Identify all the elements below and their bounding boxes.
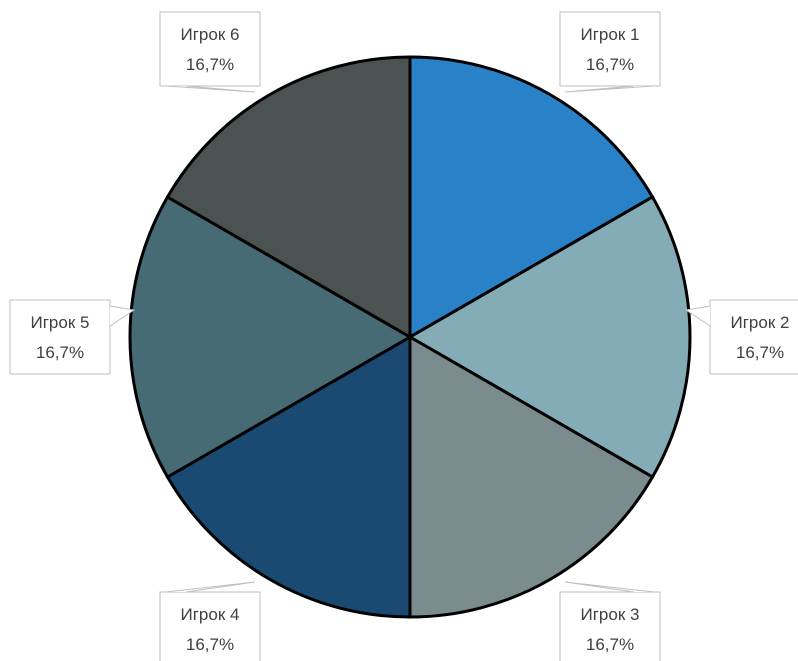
data-label-5: Игрок 5 16,7% (9, 299, 136, 375)
pie-slice-6 (165, 55, 412, 340)
data-label-box (159, 11, 261, 87)
data-label-6: Игрок 6 16,7% (159, 11, 261, 93)
data-label-pointer (109, 305, 136, 327)
pie-slice-2 (407, 194, 692, 480)
pie-slices (128, 55, 692, 619)
data-label-pointer (564, 85, 655, 93)
data-label-value: 16,7% (186, 635, 234, 654)
data-label-category: Игрок 2 (731, 313, 790, 332)
data-label-value: 16,7% (186, 55, 234, 74)
data-label-category: Игрок 5 (31, 313, 90, 332)
data-label-1: Игрок 1 16,7% (559, 11, 661, 93)
data-label-box (9, 299, 111, 375)
data-label-value: 16,7% (36, 343, 84, 362)
data-label-box (559, 11, 661, 87)
data-label-category: Игрок 6 (181, 25, 240, 44)
data-label-box (159, 591, 261, 661)
data-label-pointer (684, 305, 711, 327)
pie-slice-3 (408, 334, 655, 619)
data-label-category: Игрок 1 (581, 25, 640, 44)
data-label-box (709, 299, 798, 375)
pie-slice-4 (165, 334, 412, 619)
data-label-category: Игрок 4 (181, 605, 240, 624)
data-label-box (559, 591, 661, 661)
data-label-2: Игрок 2 16,7% (684, 299, 798, 375)
data-callouts: Игрок 116,7%Игрок 216,7%Игрок 316,7%Игро… (9, 11, 798, 661)
data-label-3: Игрок 3 16,7% (559, 581, 661, 661)
pie-slice-5 (128, 194, 413, 480)
pie-slice-1 (408, 55, 655, 340)
data-label-category: Игрок 3 (581, 605, 640, 624)
data-label-value: 16,7% (586, 55, 634, 74)
data-label-value: 16,7% (586, 635, 634, 654)
data-label-4: Игрок 4 16,7% (159, 581, 261, 661)
data-label-pointer (165, 581, 256, 593)
data-label-pointer (564, 581, 655, 593)
data-label-value: 16,7% (736, 343, 784, 362)
data-label-pointer (165, 85, 256, 93)
